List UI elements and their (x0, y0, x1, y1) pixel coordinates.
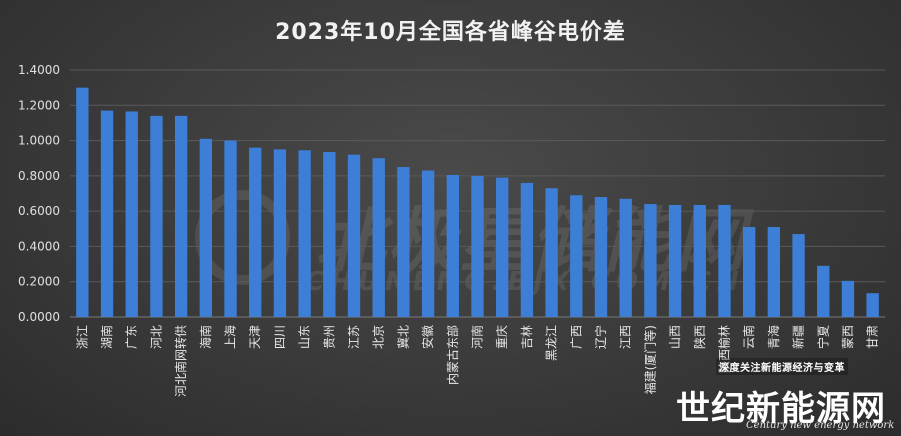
x-tick-label: 安徽 (420, 325, 435, 349)
bars (76, 87, 879, 318)
x-tick-label: 吉林 (520, 325, 534, 349)
bar-15 (446, 174, 459, 317)
bar-19 (545, 188, 558, 317)
y-tick-label: 0.4000 (18, 239, 60, 253)
x-tick-label: 内蒙古东部 (445, 325, 460, 385)
brand-english-name: Century new energy network (746, 420, 895, 431)
x-tick-label: 天津 (248, 325, 262, 349)
bar-27 (742, 227, 756, 317)
x-tick-label: 浙江 (75, 325, 89, 349)
bar-12 (372, 158, 385, 317)
x-tick-label: 蒙西 (841, 325, 855, 349)
bar-5 (199, 138, 213, 317)
x-tick-label: 福建(厦门等) (642, 325, 657, 394)
bar-6 (224, 140, 237, 317)
bar-28 (767, 227, 781, 317)
x-axis-labels: 浙江 湖南 广东 河北 河北南网转供 海南 上海 天津 四川 山东 贵州 江苏 北京 冀北 安徽 内蒙古东部河… (75, 325, 879, 397)
bar-16 (471, 175, 484, 317)
x-tick-label: 云南 (741, 325, 756, 349)
x-tick-label: 北京 (372, 325, 386, 349)
bar-26 (718, 204, 731, 317)
y-tick-label: 0.2000 (18, 275, 60, 289)
x-tick-label: 山东 (298, 325, 312, 349)
x-tick-label: 青海 (766, 325, 781, 349)
bar-20 (570, 195, 583, 317)
y-tick-label: 0.0000 (18, 310, 60, 324)
x-tick-label: 冀北 (396, 325, 410, 349)
bar-3 (150, 115, 163, 317)
bar-8 (273, 149, 287, 317)
bar-18 (520, 182, 534, 317)
x-tick-label: 陕西 (692, 325, 707, 349)
bar-4 (174, 115, 188, 317)
bar-25 (693, 204, 706, 317)
y-tick-label: 1.0000 (18, 134, 60, 148)
bar-13 (397, 167, 410, 317)
brand-name: 世纪新能源网 (676, 389, 886, 429)
bar-29 (792, 234, 805, 317)
x-tick-label: 宁夏 (815, 325, 830, 349)
bar-1 (100, 110, 114, 317)
brand-watermark: 深度关注新能源经济与变革 世纪新能源网 Century new energy n… (668, 355, 901, 436)
bar-21 (594, 197, 608, 317)
x-tick-label: 山西 (668, 325, 682, 349)
x-tick-label: 湖南 (99, 325, 114, 349)
chart-title: 2023年10月全国各省峰谷电价差 (275, 20, 626, 45)
bar-14 (421, 170, 435, 317)
x-tick-label: 河南 (470, 325, 485, 349)
x-tick-label: 甘肃 (866, 325, 880, 349)
bar-30 (817, 265, 830, 317)
x-tick-label: 重庆 (495, 325, 509, 349)
x-tick-label: 广东 (125, 325, 139, 349)
bar-7 (249, 147, 262, 317)
x-tick-label: 上海 (223, 325, 238, 349)
bar-31 (841, 280, 855, 317)
bar-0 (76, 87, 89, 318)
bar-17 (496, 177, 509, 317)
bar-23 (644, 204, 657, 317)
x-tick-label: 河北南网转供 (173, 325, 188, 397)
x-tick-label: 辽宁 (593, 325, 608, 349)
bar-24 (668, 204, 682, 317)
bar-32 (866, 293, 879, 317)
y-tick-label: 1.2000 (18, 98, 60, 112)
x-tick-label: 四川 (273, 325, 287, 349)
x-tick-label: 广西 (569, 325, 583, 349)
bar-9 (298, 150, 311, 317)
x-tick-label: 河北 (149, 325, 163, 349)
y-tick-label: 0.6000 (18, 204, 60, 218)
x-tick-label: 江西 (619, 325, 633, 349)
y-tick-label: 0.8000 (18, 169, 60, 183)
x-tick-label: 陕西榆林 (716, 325, 731, 373)
bar-2 (125, 111, 138, 317)
x-tick-label: 新疆 (791, 325, 806, 349)
x-tick-label: 黑龙江 (545, 325, 559, 361)
y-tick-label: 1.4000 (18, 63, 60, 77)
brand-slogan: 深度关注新能源经济与变革 (716, 358, 848, 375)
x-tick-label: 江苏 (347, 325, 361, 349)
bar-11 (347, 154, 361, 317)
y-axis-ticks: 0.0000 0.2000 0.4000 0.6000 0.8000 1.0000 1.20… (18, 63, 60, 324)
bar-22 (619, 198, 632, 317)
x-tick-label: 海南 (198, 325, 213, 349)
x-tick-label: 贵州 (322, 325, 336, 349)
bar-10 (323, 152, 336, 317)
